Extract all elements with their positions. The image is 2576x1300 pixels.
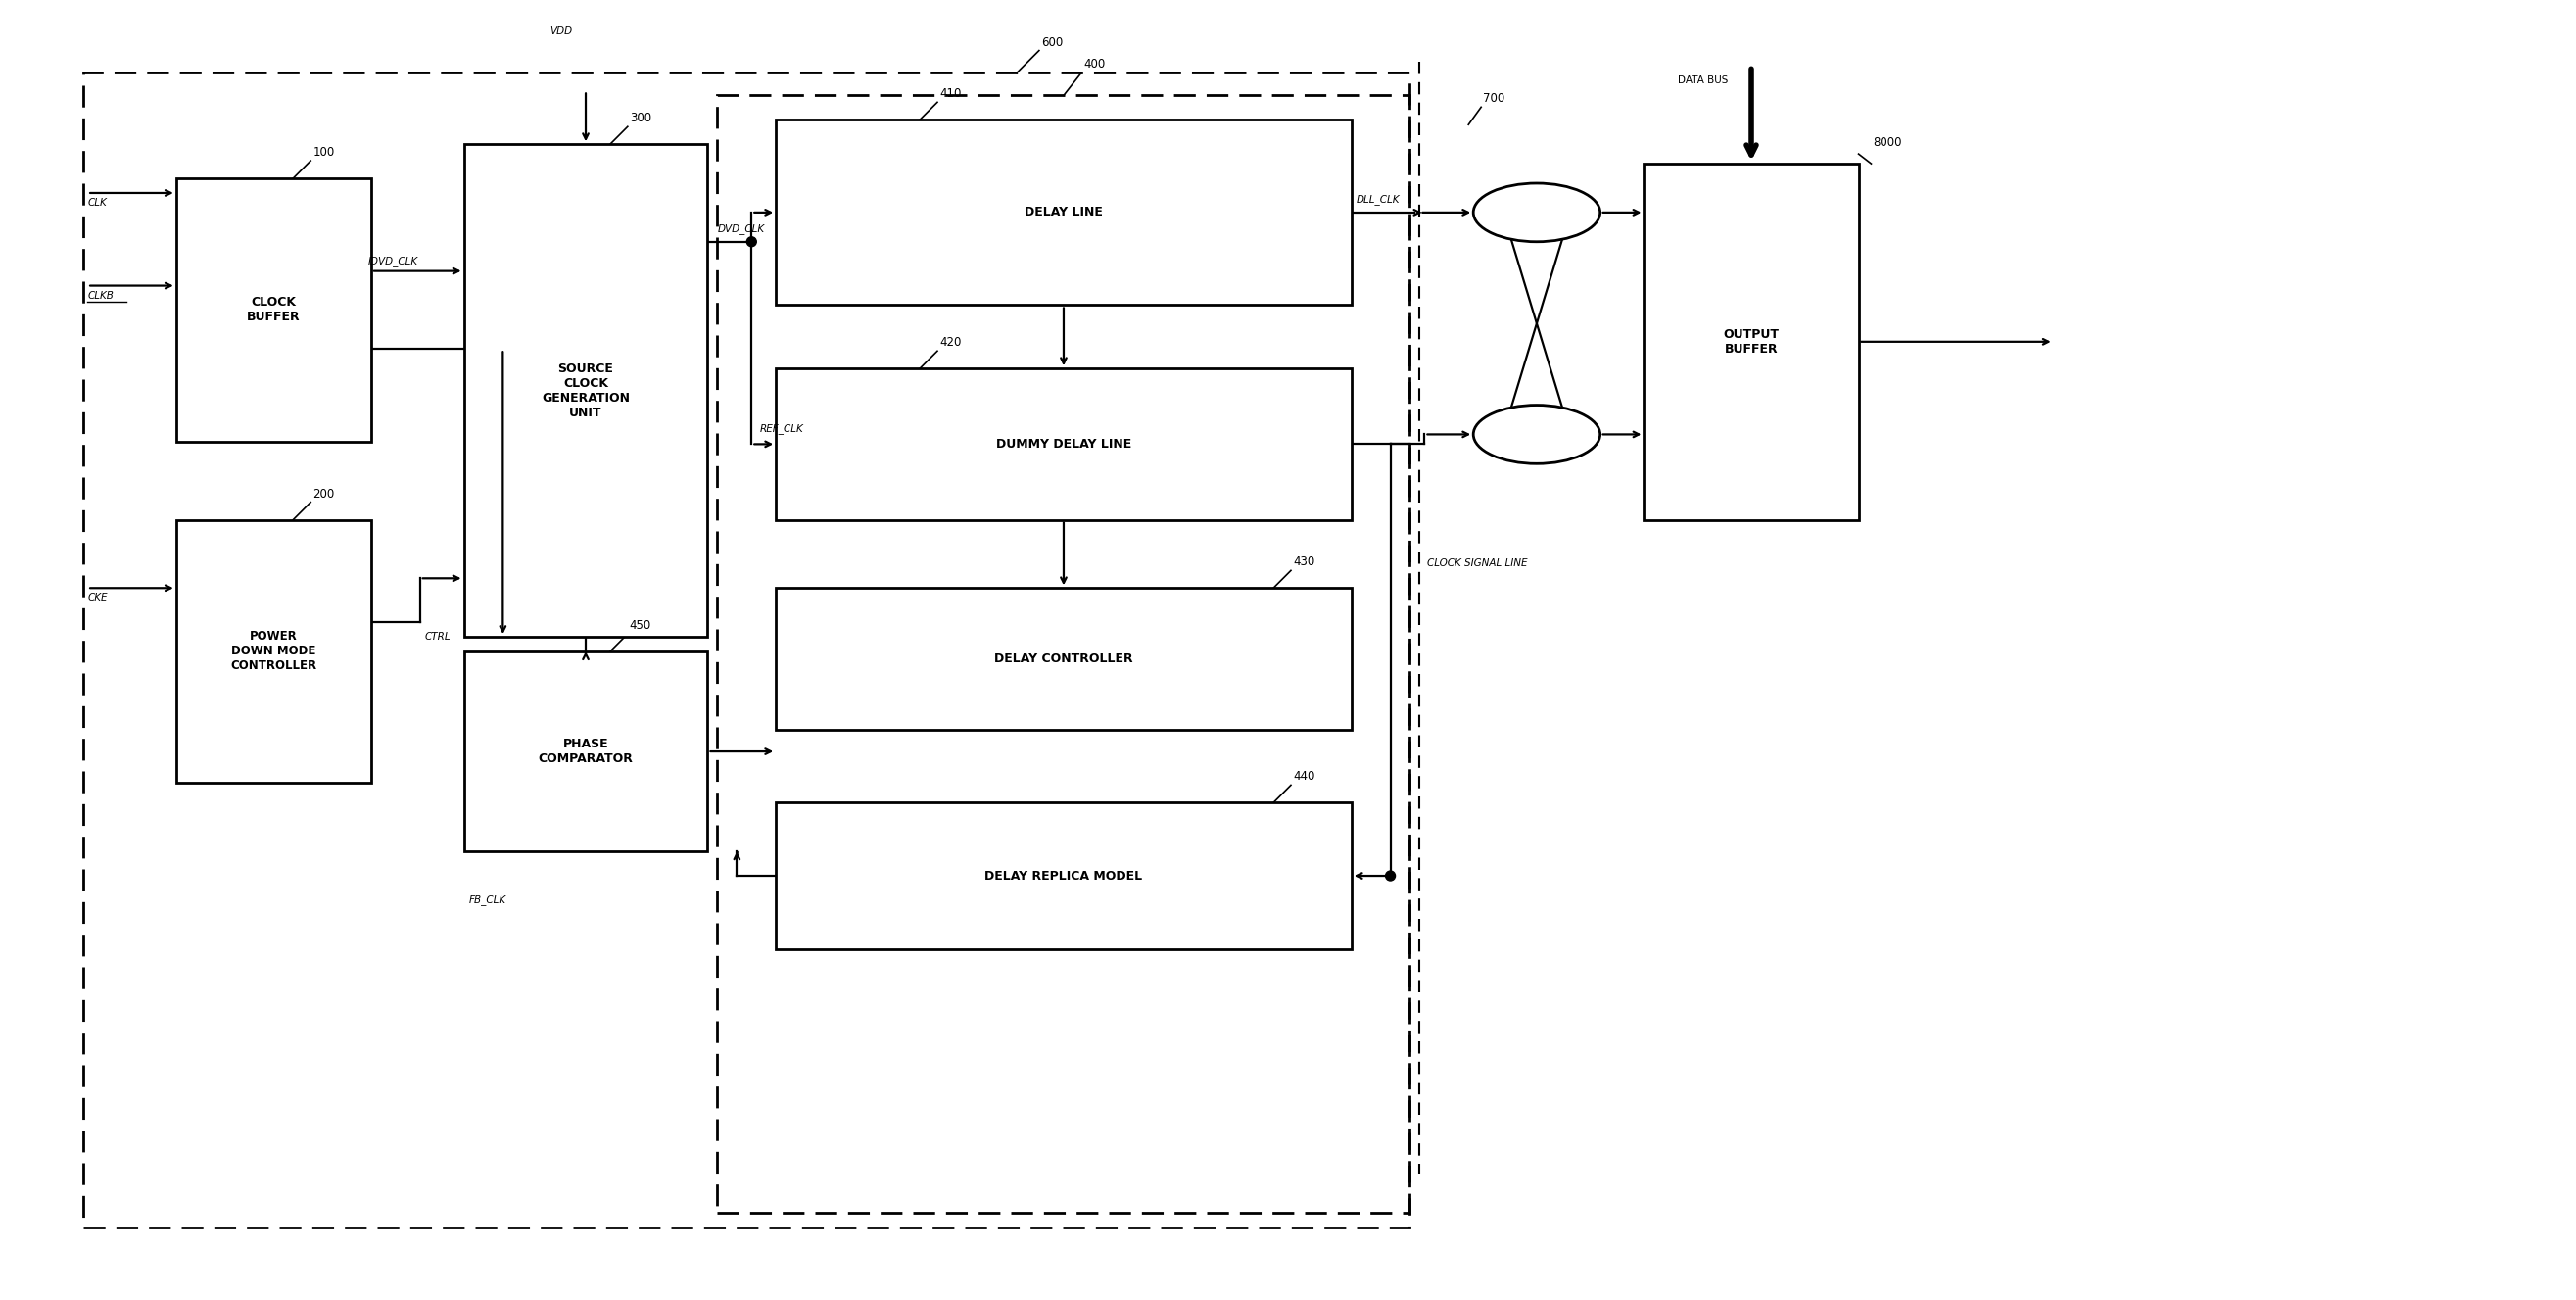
Ellipse shape — [1473, 183, 1600, 242]
Text: 600: 600 — [1041, 36, 1064, 48]
Text: DELAY LINE: DELAY LINE — [1025, 207, 1103, 218]
Text: CTRL: CTRL — [425, 632, 451, 642]
Text: DELAY CONTROLLER: DELAY CONTROLLER — [994, 653, 1133, 666]
Text: OUTPUT
BUFFER: OUTPUT BUFFER — [1723, 328, 1780, 355]
Circle shape — [1386, 871, 1396, 880]
Bar — [464, 651, 708, 852]
Bar — [775, 120, 1352, 306]
Text: 410: 410 — [940, 87, 961, 100]
Text: DLL_CLK: DLL_CLK — [1358, 194, 1399, 204]
Bar — [175, 178, 371, 442]
Text: CLOCK SIGNAL LINE: CLOCK SIGNAL LINE — [1427, 559, 1528, 568]
Bar — [775, 369, 1352, 520]
Bar — [1643, 164, 1860, 520]
Text: CKE: CKE — [88, 593, 108, 603]
Text: 300: 300 — [629, 112, 652, 125]
Text: DVD_CLK: DVD_CLK — [716, 224, 765, 234]
Bar — [175, 520, 371, 783]
Text: CLKB: CLKB — [88, 290, 113, 300]
Text: VDD: VDD — [551, 26, 572, 36]
Bar — [775, 588, 1352, 729]
Text: CLK: CLK — [88, 198, 106, 208]
Text: SOURCE
CLOCK
GENERATION
UNIT: SOURCE CLOCK GENERATION UNIT — [541, 363, 629, 419]
Text: REF_CLK: REF_CLK — [760, 424, 804, 434]
Text: 8000: 8000 — [1873, 137, 1901, 150]
Bar — [775, 802, 1352, 949]
Text: 450: 450 — [629, 619, 652, 632]
Circle shape — [747, 237, 757, 247]
Text: 430: 430 — [1293, 556, 1314, 568]
Ellipse shape — [1473, 406, 1600, 464]
Text: POWER
DOWN MODE
CONTROLLER: POWER DOWN MODE CONTROLLER — [229, 631, 317, 672]
Text: DELAY REPLICA MODEL: DELAY REPLICA MODEL — [984, 870, 1144, 883]
Text: DATA BUS: DATA BUS — [1677, 75, 1728, 86]
Bar — [716, 95, 1409, 1213]
Text: CLOCK
BUFFER: CLOCK BUFFER — [247, 296, 301, 324]
Text: 700: 700 — [1484, 92, 1504, 105]
Bar — [464, 144, 708, 637]
Bar — [82, 73, 1409, 1227]
Text: 100: 100 — [312, 146, 335, 159]
Text: FB_CLK: FB_CLK — [469, 894, 505, 905]
Text: 400: 400 — [1082, 58, 1105, 72]
Text: PHASE
COMPARATOR: PHASE COMPARATOR — [538, 737, 634, 766]
Text: 420: 420 — [940, 337, 961, 348]
Text: 440: 440 — [1293, 771, 1314, 783]
Text: DUMMY DELAY LINE: DUMMY DELAY LINE — [997, 438, 1131, 451]
Text: IDVD_CLK: IDVD_CLK — [368, 255, 417, 266]
Text: 200: 200 — [312, 488, 335, 501]
